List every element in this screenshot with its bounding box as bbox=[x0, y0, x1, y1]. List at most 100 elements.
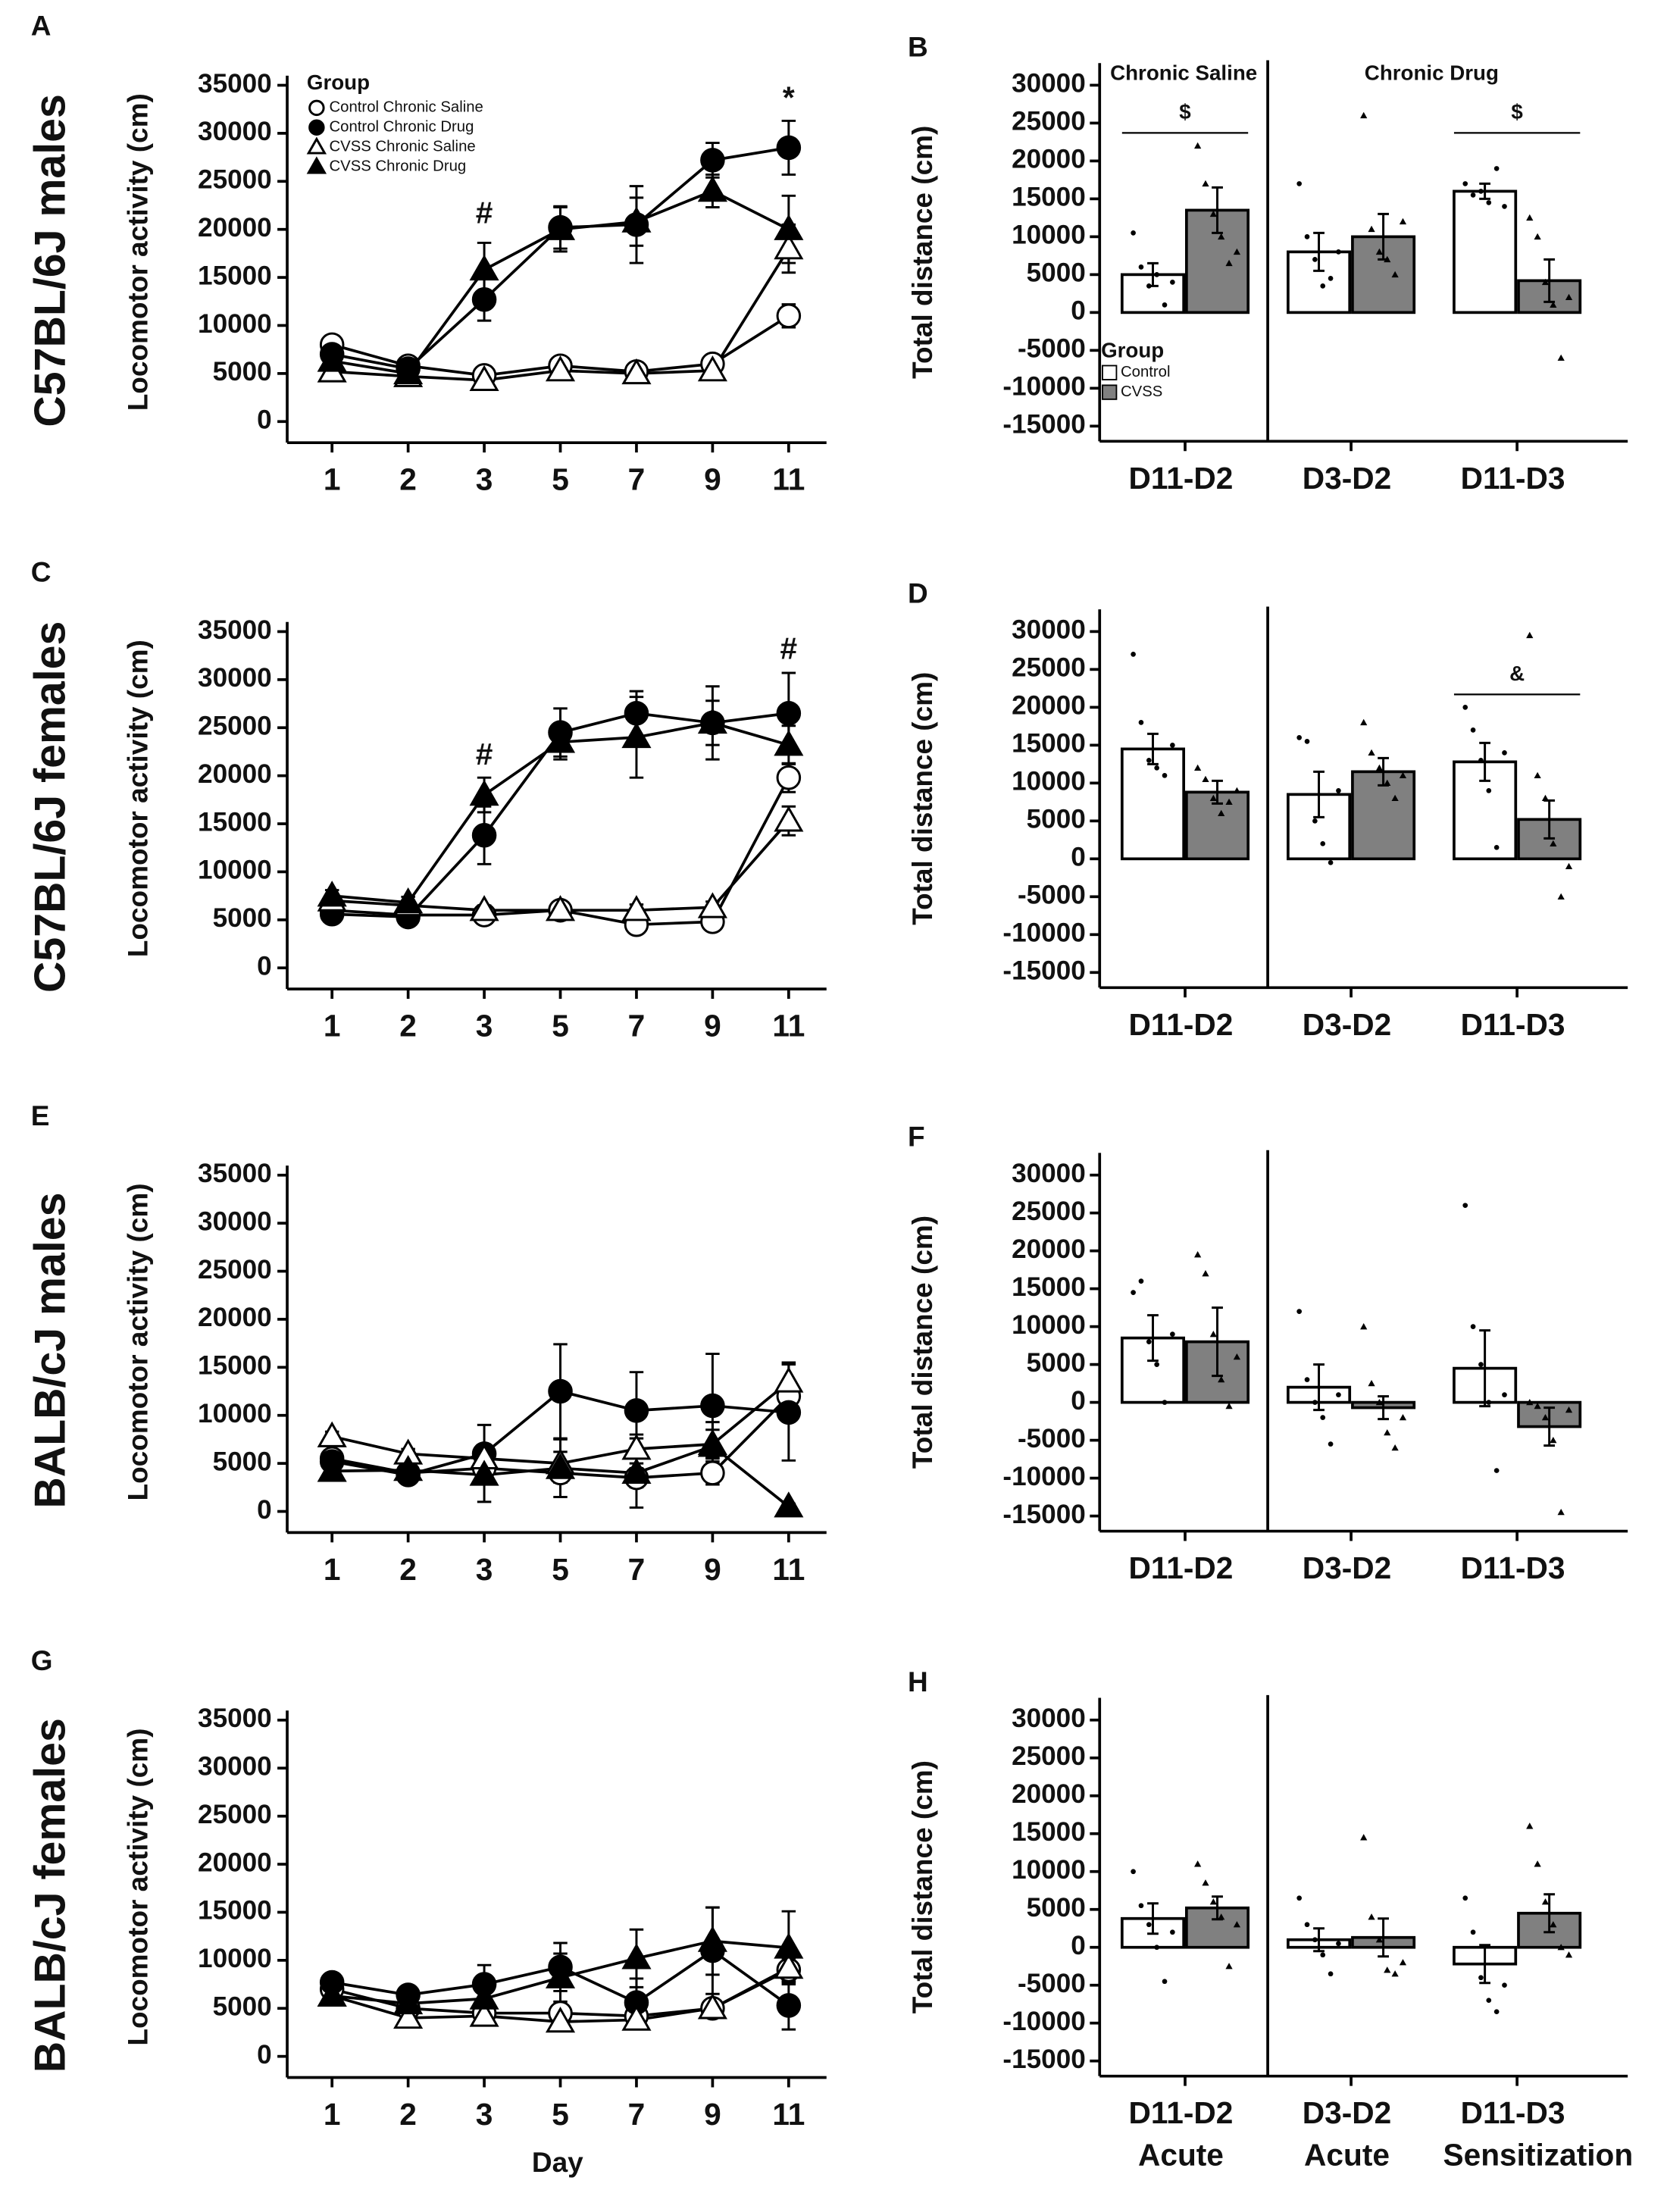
y-tick-label: -15000 bbox=[1002, 2045, 1085, 2074]
data-point bbox=[1486, 200, 1492, 205]
data-point bbox=[1233, 787, 1241, 794]
y-tick-label: 25000 bbox=[1012, 1197, 1086, 1226]
legend-label: Control bbox=[1121, 364, 1171, 380]
data-point bbox=[1557, 1944, 1565, 1951]
error-bar bbox=[1543, 1893, 1556, 1934]
data-point bbox=[1138, 1903, 1144, 1909]
data-point bbox=[1550, 301, 1557, 308]
y-tick-label: 5000 bbox=[213, 903, 272, 933]
point bbox=[469, 364, 499, 391]
panel-letter: D bbox=[908, 577, 928, 609]
x-tick-label: 11 bbox=[772, 1552, 805, 1587]
x-tick-label: D11-D2 bbox=[1129, 1550, 1234, 1585]
y-tick-label: 15000 bbox=[1012, 1272, 1086, 1302]
y-tick-label: 0 bbox=[1071, 843, 1086, 872]
point bbox=[624, 700, 649, 726]
data-point bbox=[1209, 794, 1217, 802]
data-point bbox=[1534, 1402, 1541, 1409]
x-tick-label: 11 bbox=[772, 462, 805, 497]
point bbox=[621, 2004, 652, 2031]
y-tick-label: 20000 bbox=[1012, 1234, 1086, 1264]
data-point bbox=[1502, 750, 1507, 756]
row-label: BALB/cJ females bbox=[26, 1718, 74, 2073]
x-tick-label: 3 bbox=[476, 2097, 493, 2132]
y-tick-label: -5000 bbox=[1018, 1424, 1086, 1453]
y-tick-label: 25000 bbox=[1012, 107, 1086, 136]
data-point bbox=[1336, 1392, 1341, 1397]
data-point bbox=[1486, 1400, 1492, 1405]
data-point bbox=[1138, 1278, 1144, 1284]
data-point bbox=[1526, 1398, 1534, 1406]
data-point bbox=[1296, 1309, 1302, 1314]
data-point bbox=[1336, 249, 1341, 255]
data-point bbox=[1368, 1913, 1375, 1920]
point bbox=[393, 887, 424, 914]
point bbox=[317, 1421, 347, 1447]
error-bar bbox=[1313, 1927, 1325, 1953]
data-point bbox=[1493, 166, 1500, 171]
y-tick-label: 15000 bbox=[1012, 729, 1086, 759]
data-point bbox=[1202, 775, 1209, 783]
error-bar bbox=[1212, 779, 1223, 805]
point bbox=[621, 1457, 652, 1485]
y-tick-label: 10000 bbox=[198, 1944, 272, 1973]
data-point bbox=[1541, 278, 1550, 286]
x-tick-label: 2 bbox=[399, 1009, 417, 1043]
point bbox=[697, 1926, 727, 1952]
data-point bbox=[1138, 264, 1144, 270]
y-tick-label: 20000 bbox=[198, 1303, 272, 1332]
point bbox=[624, 1398, 649, 1423]
data-point bbox=[1550, 840, 1557, 847]
point bbox=[776, 1993, 802, 2018]
point bbox=[545, 214, 576, 240]
y-axis-title: Locomotor activity (cm) bbox=[123, 640, 154, 957]
y-tick-label: 25000 bbox=[198, 1255, 272, 1284]
data-point bbox=[1233, 248, 1241, 255]
point bbox=[700, 148, 725, 173]
point bbox=[621, 721, 652, 749]
x-tick-label: 5 bbox=[552, 1552, 569, 1587]
x-tick-label: D11-D3 bbox=[1461, 461, 1565, 496]
y-tick-label: 15000 bbox=[198, 1896, 272, 1926]
data-point bbox=[1384, 779, 1391, 787]
bar-panel: H Total distance (cm) -15000 -10000 -5000 0 50… bbox=[907, 1666, 1633, 2173]
data-point bbox=[1209, 210, 1217, 217]
x-tick-label: 5 bbox=[552, 1009, 569, 1043]
bar bbox=[1453, 189, 1518, 314]
data-point bbox=[1304, 1922, 1310, 1928]
y-axis-title: Locomotor activity (cm) bbox=[123, 93, 154, 411]
data-point bbox=[1557, 354, 1565, 361]
data-point bbox=[1170, 1331, 1175, 1337]
legend-swatch bbox=[1102, 364, 1118, 380]
point bbox=[700, 1460, 725, 1486]
error-bar bbox=[1313, 231, 1325, 272]
y-tick-label: 10000 bbox=[198, 1399, 272, 1428]
data-point bbox=[1296, 181, 1302, 186]
row-label: C57BL/6J females bbox=[26, 621, 74, 993]
y-tick-label: 0 bbox=[1071, 1931, 1086, 1960]
data-point bbox=[1368, 749, 1375, 756]
section-label: Chronic Saline bbox=[1110, 61, 1257, 84]
data-point bbox=[1478, 1362, 1484, 1367]
x-tick-label: D11-D2 bbox=[1129, 2095, 1234, 2130]
data-point bbox=[1304, 739, 1310, 744]
point bbox=[469, 780, 499, 806]
point bbox=[697, 175, 727, 202]
bar bbox=[1287, 793, 1352, 861]
legend-marker bbox=[306, 156, 327, 174]
data-point bbox=[1131, 1290, 1136, 1295]
y-tick-label: -15000 bbox=[1002, 410, 1085, 440]
y-tick-label: 15000 bbox=[198, 1351, 272, 1381]
x-tick-label: 1 bbox=[324, 1009, 341, 1043]
data-point bbox=[1360, 1323, 1368, 1330]
y-tick-label: 15000 bbox=[1012, 1817, 1086, 1847]
x-tick-label: D3-D2 bbox=[1303, 461, 1391, 496]
y-tick-label: 0 bbox=[257, 2040, 272, 2070]
data-point bbox=[1557, 1508, 1565, 1516]
point bbox=[621, 1943, 652, 1970]
point bbox=[469, 2001, 499, 2027]
x-tick-label: D11-D3 bbox=[1461, 2095, 1565, 2130]
data-point bbox=[1486, 1998, 1492, 2004]
data-point bbox=[1138, 720, 1144, 725]
